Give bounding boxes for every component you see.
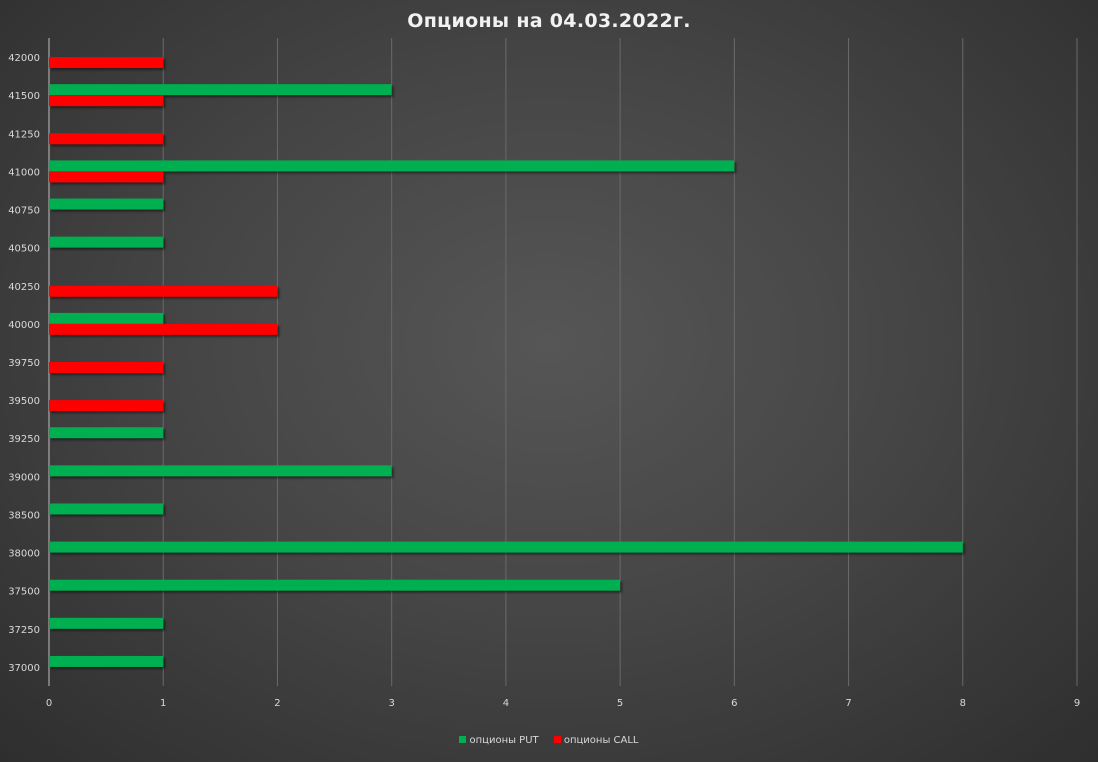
y-tick-label: 42000: [8, 53, 40, 64]
bar-put: [49, 655, 164, 667]
bar-put: [49, 503, 164, 515]
bar-call: [49, 133, 164, 145]
y-tick-label: 39000: [8, 472, 40, 483]
y-tick-label: 40250: [8, 282, 40, 293]
bar-call: [49, 400, 164, 412]
y-tick-label: 39250: [8, 434, 40, 445]
bar-call: [49, 323, 278, 335]
bar-put: [49, 160, 735, 172]
y-tick-label: 37000: [8, 663, 40, 674]
y-tick-label: 40500: [8, 244, 40, 255]
legend-swatch-call: [553, 736, 561, 743]
bar-put: [49, 465, 392, 477]
legend-item-call: опционы CALL: [553, 735, 639, 746]
bar-call: [49, 57, 164, 69]
x-tick-label: 7: [845, 698, 851, 709]
bar-call: [49, 362, 164, 373]
y-tick-label: 41500: [8, 91, 40, 102]
bar-put: [49, 427, 164, 439]
bar-call: [49, 171, 164, 183]
y-tick-label: 38000: [8, 549, 40, 560]
x-tick-label: 8: [960, 698, 966, 709]
chart-title: Опционы на 04.03.2022г.: [407, 10, 691, 32]
bar-put: [49, 84, 392, 96]
y-tick-label: 39750: [8, 358, 40, 369]
y-tick-label: 38500: [8, 510, 40, 521]
bar-put: [49, 541, 963, 553]
legend-label-put: опционы PUT: [469, 735, 539, 746]
x-tick-label: 5: [617, 698, 623, 709]
legend-item-put: опционы PUT: [459, 735, 539, 746]
bar-put: [49, 579, 621, 591]
bar-call: [49, 285, 278, 297]
x-tick-label: 6: [731, 698, 737, 709]
chart-legend: опционы PUT опционы CALL: [0, 735, 1098, 746]
y-tick-label: 40000: [8, 320, 40, 331]
y-tick-label: 40750: [8, 206, 40, 217]
x-tick-label: 0: [46, 698, 52, 709]
x-tick-label: 4: [503, 698, 509, 709]
y-tick-label: 37500: [8, 587, 40, 598]
y-tick-label: 41000: [8, 167, 40, 178]
bar-put: [49, 617, 164, 629]
legend-swatch-put: [459, 736, 467, 743]
y-tick-label: 41250: [8, 129, 40, 140]
bar-put: [49, 198, 164, 210]
x-tick-label: 9: [1074, 698, 1080, 709]
x-tick-label: 3: [388, 698, 394, 709]
y-tick-label: 37250: [8, 625, 40, 636]
bar-put: [49, 312, 164, 324]
bar-call: [49, 95, 164, 107]
x-tick-label: 1: [160, 698, 166, 709]
y-tick-label: 39500: [8, 396, 40, 407]
legend-label-call: опционы CALL: [563, 735, 639, 746]
x-tick-label: 2: [274, 698, 280, 709]
bar-put: [49, 236, 164, 248]
